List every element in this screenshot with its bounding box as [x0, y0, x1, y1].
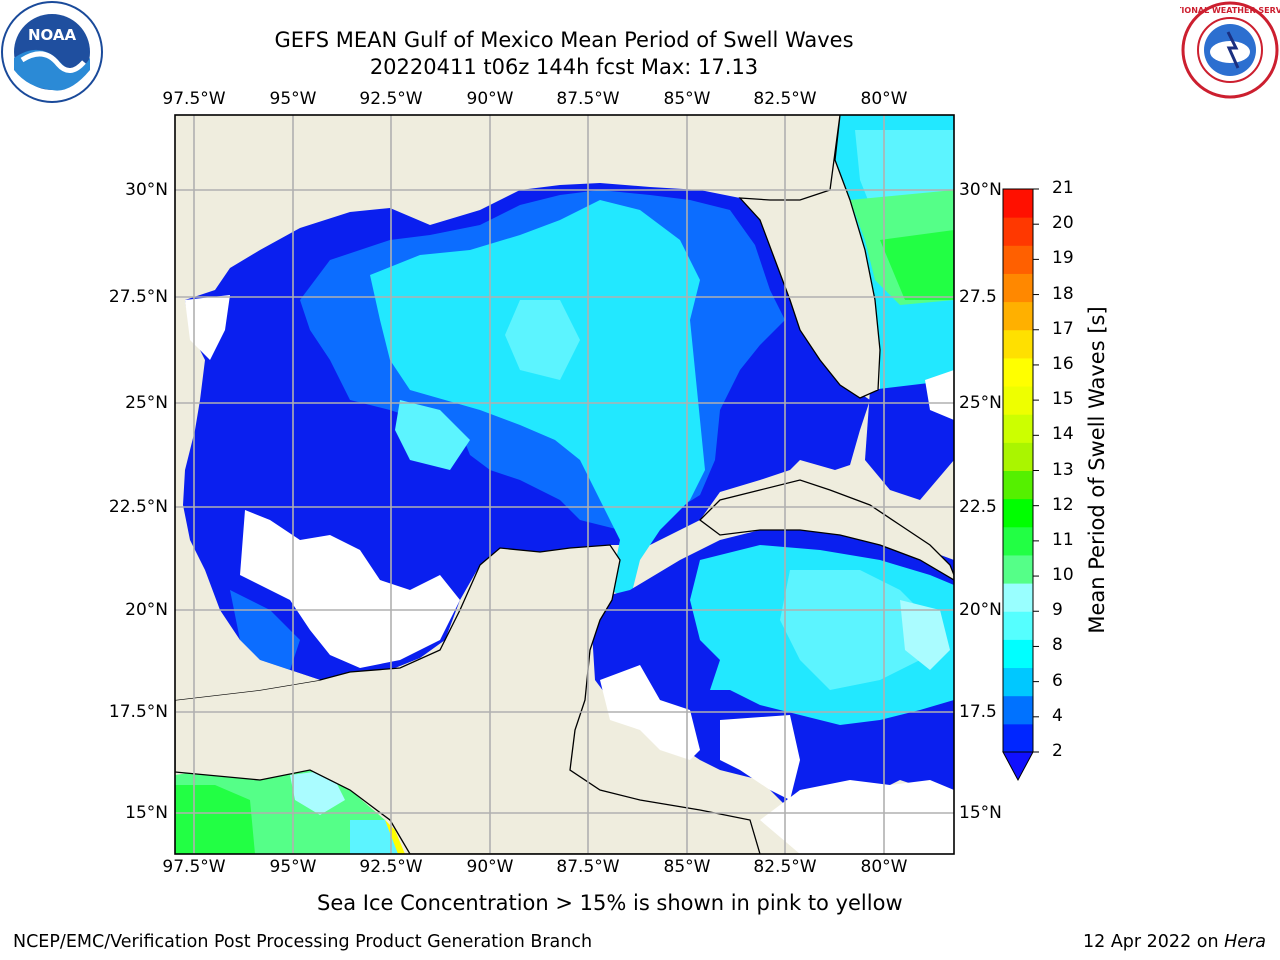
lat-label: 22.5 [959, 497, 997, 517]
colorbar [1002, 188, 1039, 782]
lat-label: 30°N [959, 180, 1002, 200]
colorbar-tick-label: 2 [1052, 741, 1063, 761]
lat-label: 15°N [959, 803, 1002, 823]
colorbar-extend-triangle [1002, 751, 1034, 782]
colorbar-swatch [1003, 583, 1033, 612]
lon-label: 95°W [269, 857, 317, 877]
lon-label: 87.5°W [556, 857, 620, 877]
colorbar-tick-label: 9 [1052, 600, 1063, 621]
lon-label: 92.5°W [359, 89, 423, 109]
lat-label: 27.5°N [108, 287, 168, 307]
colorbar-swatch [1003, 217, 1033, 246]
lat-label: 22.5°N [108, 497, 168, 517]
map-gridlines [175, 115, 954, 854]
colorbar-tick-label: 4 [1052, 705, 1063, 726]
colorbar-title: Mean Period of Swell Waves [s] [1085, 306, 1109, 634]
footer-machine: Hera [1224, 932, 1266, 952]
colorbar-tick-label: 10 [1052, 565, 1074, 586]
chart-title: GEFS MEAN Gulf of Mexico Mean Period of … [274, 28, 854, 52]
colorbar-swatch [1003, 357, 1033, 387]
colorbar-tick-label: 16 [1052, 353, 1074, 374]
footer-date: 12 Apr 2022 on Hera [1083, 932, 1266, 952]
colorbar-tick-label: 14 [1052, 424, 1074, 445]
footer-date-text: 12 Apr 2022 on [1083, 932, 1225, 952]
svg-text:NOAA: NOAA [28, 26, 77, 44]
colorbar-swatch [1003, 301, 1033, 331]
sea-ice-annotation: Sea Ice Concentration > 15% is shown in … [317, 891, 903, 915]
colorbar-swatch [1003, 414, 1033, 443]
colorbar-tick-label: 19 [1052, 248, 1074, 269]
colorbar-tick-label: 18 [1052, 283, 1074, 304]
lon-label: 82.5°W [753, 89, 817, 109]
lon-label: 92.5°W [359, 857, 423, 877]
svg-text:NATIONAL WEATHER SERVICE: NATIONAL WEATHER SERVICE [1180, 6, 1280, 15]
colorbar-swatch [1003, 442, 1033, 471]
lon-label: 97.5°W [162, 89, 226, 109]
lon-label: 80°W [860, 857, 908, 877]
gulf-water-cyan [370, 200, 705, 600]
lon-label: 80°W [860, 89, 908, 109]
colorbar-swatch [1003, 639, 1033, 669]
lat-label: 27.5 [959, 287, 997, 307]
colorbar-swatch [1003, 189, 1033, 218]
lon-label: 82.5°W [753, 857, 817, 877]
lat-label: 17.5 [959, 702, 997, 722]
colorbar-swatch [1003, 470, 1033, 500]
colorbar-tick-label: 21 [1052, 178, 1074, 198]
colorbar-swatch [1003, 273, 1033, 303]
lon-label: 97.5°W [162, 857, 226, 877]
colorbar-swatch [1003, 498, 1033, 528]
lat-label: 17.5°N [108, 702, 168, 722]
chart-subtitle: 20220411 t06z 144h fcst Max: 17.13 [369, 55, 759, 79]
lat-label: 25°N [959, 393, 1002, 413]
gulf-water-white [240, 510, 460, 668]
nws-logo: NATIONAL WEATHER SERVICE [1164, 0, 1280, 104]
colorbar-swatch [1003, 667, 1033, 697]
colorbar-swatch [1003, 723, 1033, 753]
colorbar-swatch [1003, 386, 1033, 415]
colorbar-swatch [1003, 329, 1033, 359]
colorbar-tick-label: 12 [1052, 494, 1074, 515]
colorbar-tick-label: 20 [1052, 213, 1074, 234]
colorbar-tick-label: 13 [1052, 459, 1074, 480]
colorbar-swatch [1003, 526, 1033, 556]
lon-label: 90°W [466, 89, 514, 109]
lat-label: 20°N [959, 600, 1002, 620]
colorbar-swatch [1003, 554, 1033, 584]
colorbar-tick-label: 15 [1052, 389, 1074, 410]
lat-label: 25°N [125, 393, 168, 413]
lat-label: 20°N [125, 600, 168, 620]
noaa-logo: NOAA [0, 0, 104, 108]
colorbar-tick-label: 6 [1052, 670, 1063, 691]
lon-label: 95°W [269, 89, 317, 109]
colorbar-swatch [1003, 695, 1033, 725]
lon-label: 87.5°W [556, 89, 620, 109]
cuba-land [699, 479, 954, 581]
colorbar-tick-label: 11 [1052, 529, 1074, 550]
lat-label: 15°N [125, 803, 168, 823]
lat-label: 30°N [125, 180, 168, 200]
colorbar-tick-label: 8 [1052, 635, 1063, 656]
colorbar-tick-label: 17 [1052, 318, 1074, 339]
footer-credit: NCEP/EMC/Verification Post Processing Pr… [13, 932, 593, 952]
lon-label: 85°W [663, 857, 711, 877]
lon-label: 90°W [466, 857, 514, 877]
lon-label: 85°W [663, 89, 711, 109]
colorbar-swatch [1003, 245, 1033, 274]
colorbar-swatch [1003, 611, 1033, 640]
